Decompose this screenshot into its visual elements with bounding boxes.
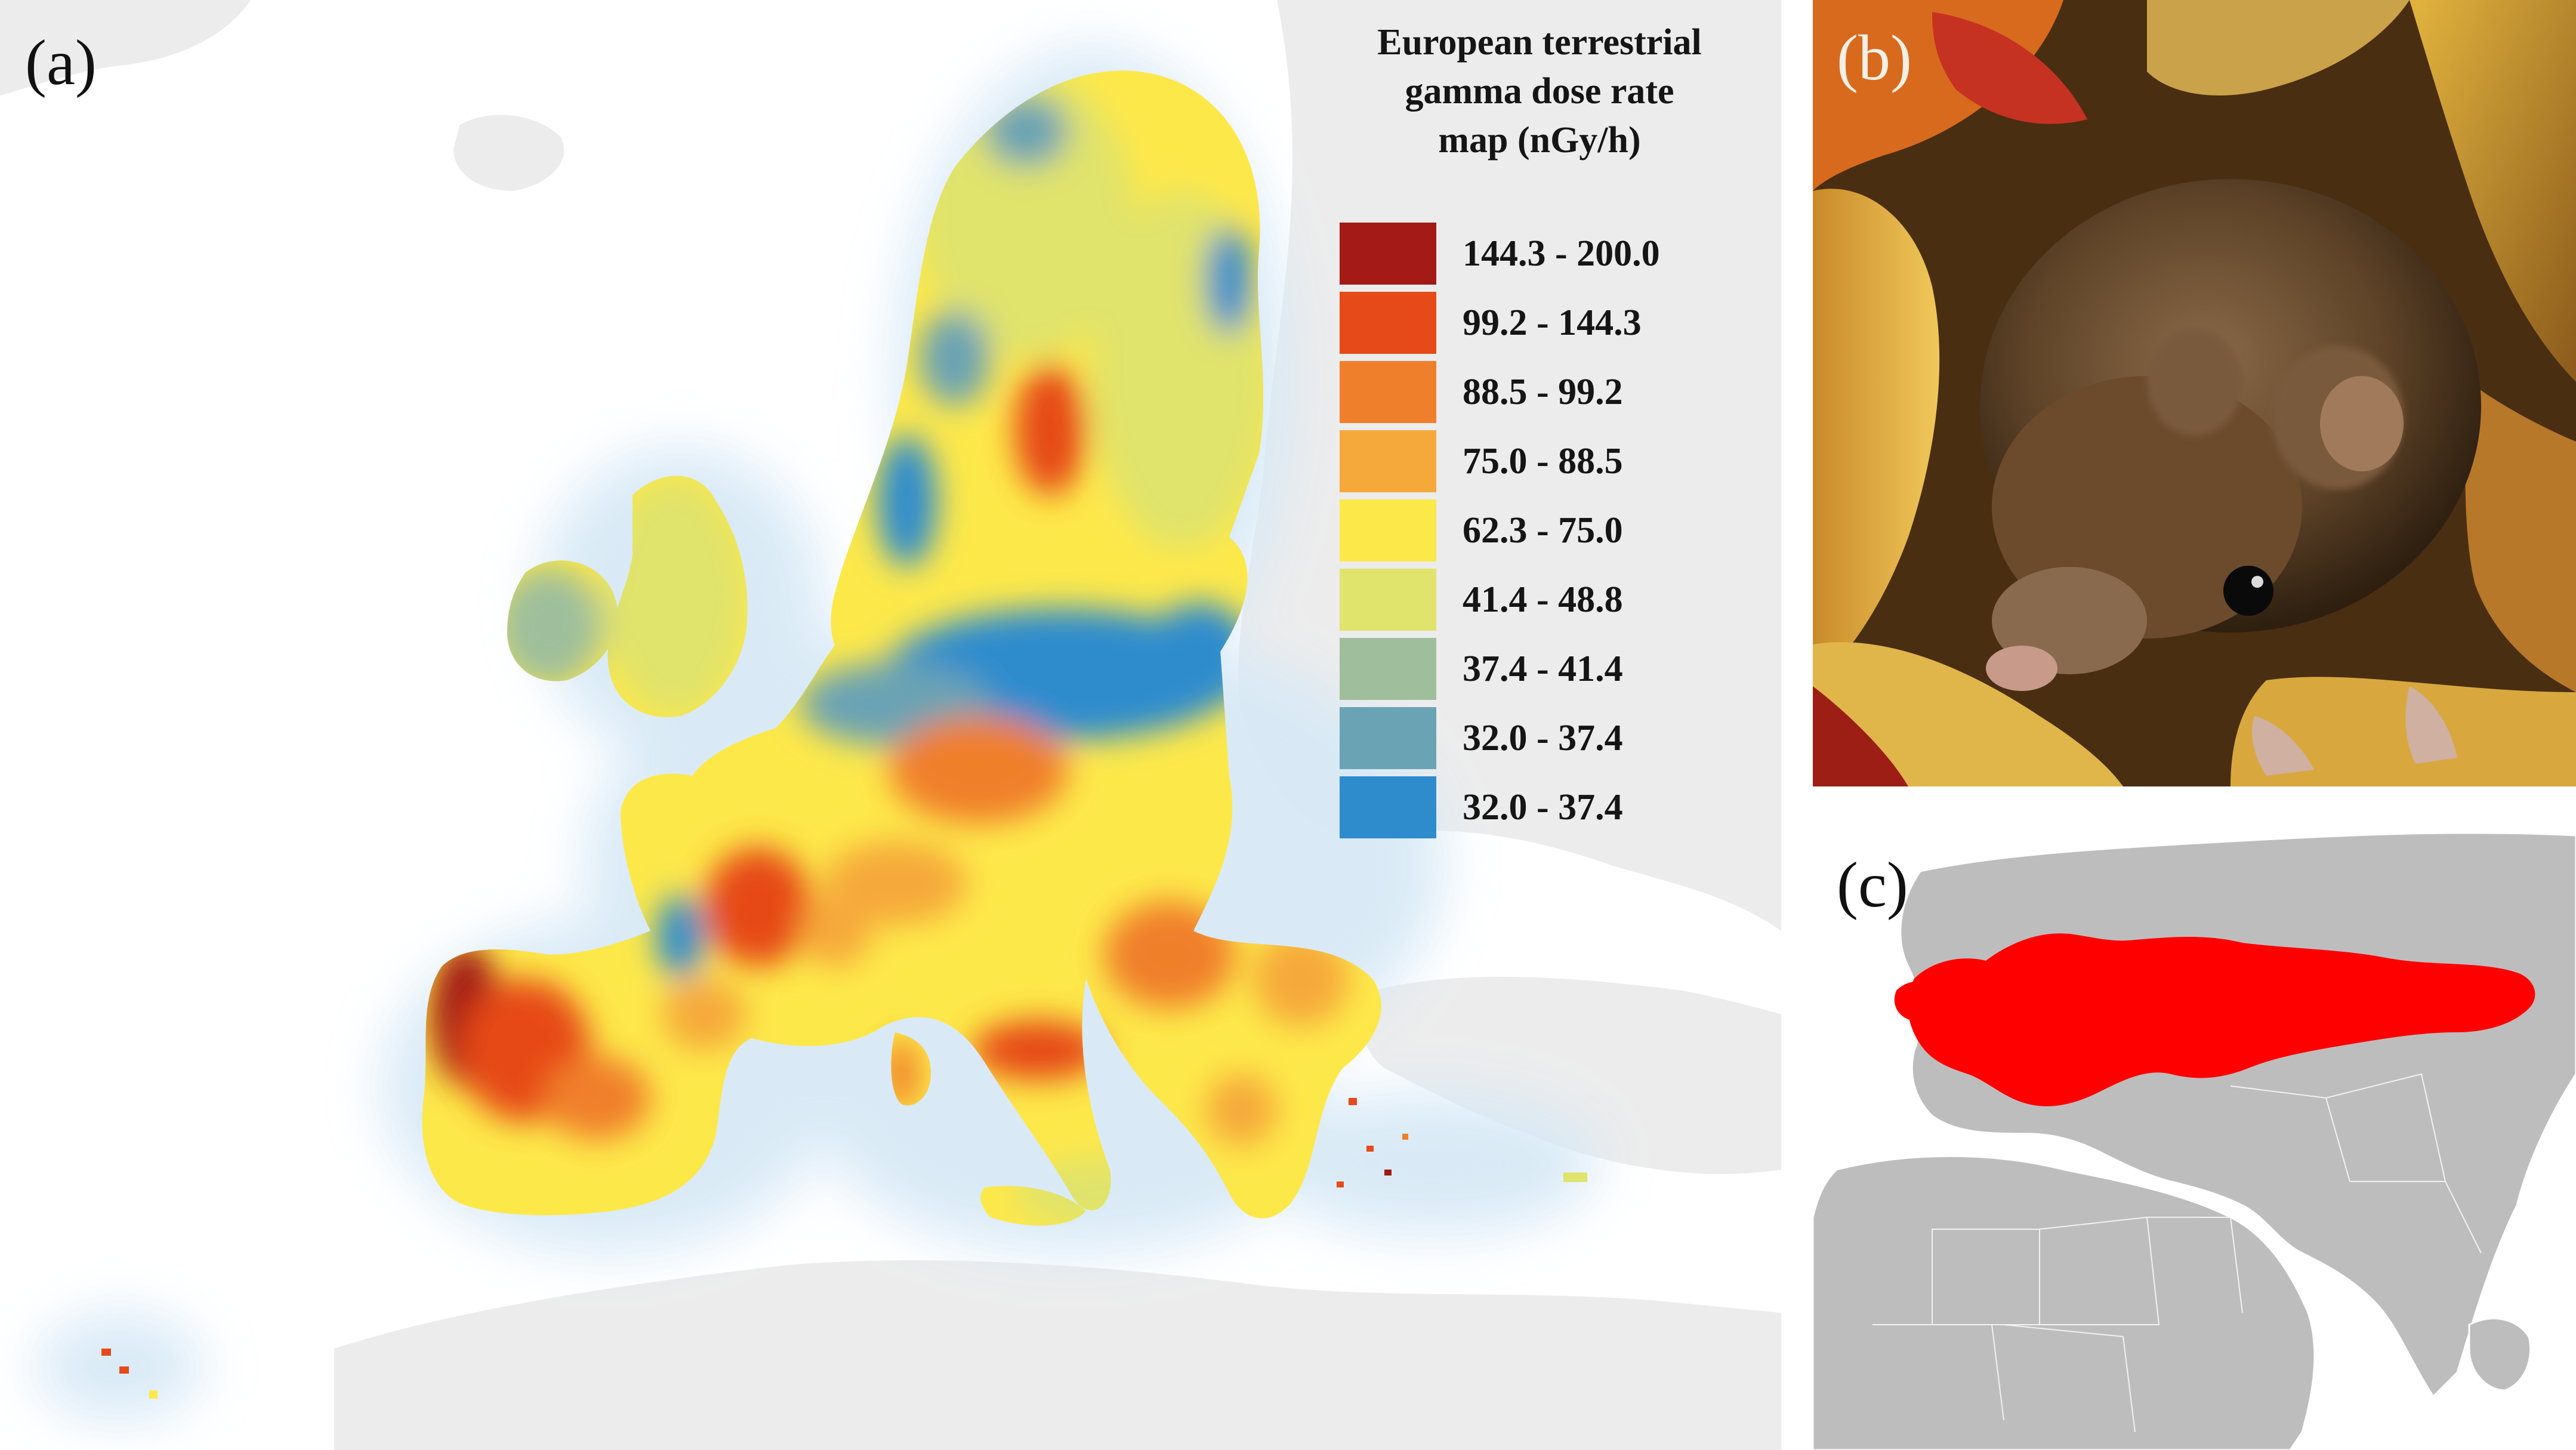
legend-swatch <box>1340 430 1436 492</box>
legend-swatch <box>1340 776 1436 838</box>
legend-title-line-3: map (nGy/h) <box>1438 120 1641 161</box>
legend-label: 62.3 - 75.0 <box>1463 510 1623 551</box>
legend-swatch <box>1340 223 1436 285</box>
legend-label: 88.5 - 99.2 <box>1463 372 1623 412</box>
legend-swatch <box>1340 292 1436 354</box>
legend-label: 99.2 - 144.3 <box>1463 303 1642 343</box>
legend-swatch <box>1340 707 1436 769</box>
species-range <box>1894 933 2535 1106</box>
legend-swatch <box>1340 638 1436 700</box>
panel-label-b: (b) <box>1837 23 1912 94</box>
legend-swatch <box>1340 499 1436 562</box>
panel-label-c: (c) <box>1837 850 1908 921</box>
vole-photo <box>1813 0 2576 786</box>
panel-label-a: (a) <box>25 27 97 98</box>
range-map <box>1813 832 2576 1450</box>
range-fill <box>1908 933 2535 1106</box>
vole-photo-panel: (b) <box>1813 0 2576 786</box>
legend-title: European terrestrial gamma dose rate map… <box>1337 18 1742 165</box>
range-fill-britain <box>1894 982 1933 1020</box>
legend-label: 41.4 - 48.8 <box>1463 579 1623 620</box>
vole <box>1980 179 2481 776</box>
legend-label: 144.3 - 200.0 <box>1463 233 1660 274</box>
legend-swatch <box>1340 569 1436 631</box>
legend-label: 32.0 - 37.4 <box>1463 718 1623 758</box>
legend-label: 32.0 - 37.4 <box>1463 787 1623 828</box>
world-land <box>1813 832 2576 1450</box>
legend-title-line-2: gamma dose rate <box>1405 71 1674 112</box>
legend-label: 75.0 - 88.5 <box>1463 441 1623 482</box>
legend-title-line-1: European terrestrial <box>1377 22 1702 63</box>
legend-label: 37.4 - 41.4 <box>1463 649 1623 689</box>
gamma-dose-map-panel: (a) European terrestrial gamma dose rate… <box>0 0 1781 1450</box>
islands <box>101 1098 1587 1399</box>
europe-map <box>0 0 1781 1450</box>
legend-swatch <box>1340 361 1436 423</box>
country-borders <box>1872 1073 2482 1433</box>
species-range-panel: (c) <box>1813 800 2576 1450</box>
autumn-leaves <box>1813 0 2576 786</box>
